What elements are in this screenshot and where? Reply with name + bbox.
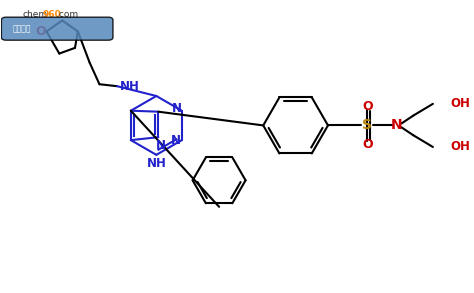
Text: OH: OH [451,140,470,154]
Text: O: O [36,25,46,38]
Text: 960: 960 [43,10,61,19]
Text: N: N [172,102,182,115]
FancyBboxPatch shape [1,17,113,40]
Text: N: N [171,134,181,146]
Text: OH: OH [451,97,470,110]
Text: 化工学习: 化工学习 [13,24,31,33]
Text: N: N [156,139,166,151]
Text: O: O [362,100,373,113]
Text: O: O [362,137,373,151]
Text: NH: NH [120,80,140,93]
Text: S: S [362,118,372,132]
Text: .com: .com [56,10,78,19]
Text: NH: NH [146,157,166,170]
Text: chem: chem [23,10,48,19]
Text: N: N [391,118,402,132]
